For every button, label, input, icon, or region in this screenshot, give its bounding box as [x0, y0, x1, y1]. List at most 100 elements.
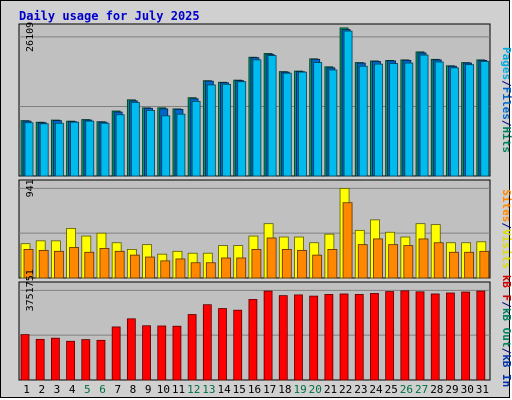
bar-top-pages-26	[404, 62, 414, 177]
legend-bot-item-3: /	[500, 348, 512, 355]
bar-mid-sites-12	[190, 262, 201, 279]
legend-mid: Sites/Visits	[500, 189, 512, 269]
bar-top-pages-25	[389, 63, 399, 177]
x-tick-29: 29	[445, 383, 458, 396]
bar-top-pages-15	[237, 81, 247, 177]
bar-mid-sites-1	[23, 249, 34, 279]
x-tick-1: 1	[23, 383, 30, 396]
bar-bot-kb-f-4	[66, 340, 75, 381]
legend-mid-item-0: Sites	[500, 189, 512, 222]
bar-mid-sites-17	[266, 237, 277, 279]
bar-mid-sites-23	[357, 244, 368, 279]
bar-bot-kb-f-22	[339, 293, 349, 381]
bar-top-pages-17	[267, 55, 277, 177]
bar-bot-kb-f-16	[248, 299, 258, 381]
legend-mid-item-2: Visits	[500, 229, 512, 269]
bar-top-pages-4	[70, 121, 79, 177]
x-tick-7: 7	[114, 383, 121, 396]
bar-top-pages-31	[480, 61, 490, 177]
legend-top-item-0: Pages	[500, 47, 512, 80]
bar-bot-kb-f-31	[476, 290, 486, 381]
x-tick-6: 6	[99, 383, 106, 396]
bar-top-pages-16	[252, 59, 262, 177]
bar-bot-kb-f-2	[35, 338, 45, 381]
bar-top-pages-22	[343, 30, 353, 177]
legend-bot-item-0: kB F	[500, 275, 512, 302]
bar-bot-kb-f-12	[187, 314, 197, 381]
bar-mid-sites-9	[145, 256, 155, 279]
bar-mid-sites-4	[69, 247, 79, 279]
chart-title: Daily usage for July 2025	[19, 9, 200, 23]
bar-mid-sites-24	[373, 238, 383, 279]
bar-top-pages-12	[191, 101, 201, 177]
x-tick-31: 31	[476, 383, 489, 396]
x-tick-11: 11	[172, 383, 185, 396]
x-tick-3: 3	[54, 383, 61, 396]
bar-bot-kb-f-27	[415, 291, 425, 381]
bar-top-pages-21	[328, 69, 338, 177]
x-tick-19: 19	[293, 383, 306, 396]
bar-top-pages-20	[313, 62, 323, 177]
bar-mid-sites-10	[160, 260, 171, 279]
bar-bot-kb-f-29	[446, 292, 455, 381]
bar-mid-sites-15	[236, 257, 247, 279]
legend-top-item-3: /	[500, 120, 512, 127]
bar-top-pages-7	[115, 114, 125, 177]
bar-bot-kb-f-26	[400, 290, 410, 381]
bar-top-pages-29	[450, 67, 459, 177]
x-tick-28: 28	[430, 383, 443, 396]
bar-top-pages-23	[358, 65, 368, 177]
bar-bot-kb-f-11	[172, 325, 182, 381]
x-tick-14: 14	[217, 383, 231, 396]
bar-top-pages-28	[434, 61, 444, 177]
bar-mid-sites-5	[84, 251, 95, 279]
legend-top: Pages/Files/Hits	[500, 47, 512, 153]
bar-top-pages-5	[85, 120, 95, 177]
bar-top-pages-9	[146, 110, 155, 177]
x-tick-13: 13	[202, 383, 215, 396]
x-tick-17: 17	[263, 383, 276, 396]
bar-mid-sites-28	[433, 242, 444, 279]
x-tick-5: 5	[84, 383, 91, 396]
bar-mid-sites-30	[464, 251, 475, 279]
legend-bot-item-1: /	[500, 301, 512, 308]
bar-bot-kb-f-8	[126, 318, 136, 381]
x-tick-8: 8	[130, 383, 137, 396]
bar-bot-kb-f-30	[461, 291, 471, 381]
bar-mid-sites-2	[38, 249, 49, 279]
bar-bot-kb-f-28	[430, 293, 440, 381]
bar-bot-kb-f-6	[96, 339, 106, 381]
bar-bot-kb-f-20	[309, 295, 319, 381]
x-tick-23: 23	[354, 383, 367, 396]
legend-bot: kB F/kB Out/kB In	[500, 275, 512, 388]
bar-mid-sites-13	[205, 262, 216, 279]
x-tick-12: 12	[187, 383, 200, 396]
bar-bot-kb-f-25	[385, 291, 395, 381]
bar-mid-sites-18	[281, 249, 292, 279]
bar-bot-kb-f-23	[354, 294, 364, 381]
bar-top-pages-27	[419, 54, 429, 177]
bar-top-pages-2	[39, 123, 49, 177]
x-tick-22: 22	[339, 383, 352, 396]
x-tick-27: 27	[415, 383, 428, 396]
legend-bot-item-2: kB Out	[500, 308, 512, 348]
bar-mid-sites-20	[312, 254, 323, 279]
bar-bot-kb-f-9	[142, 325, 151, 381]
x-tick-24: 24	[369, 383, 383, 396]
bar-top-pages-11	[176, 113, 186, 177]
bar-bot-kb-f-24	[370, 293, 379, 381]
bar-bot-kb-f-3	[50, 337, 60, 381]
bar-top-pages-24	[374, 63, 383, 177]
legend-top-item-1: /	[500, 80, 512, 87]
bar-mid-sites-25	[388, 244, 399, 279]
x-tick-2: 2	[38, 383, 45, 396]
bar-top-pages-13	[206, 84, 216, 177]
bar-mid-sites-16	[251, 249, 262, 279]
legend-mid-item-1: /	[500, 222, 512, 229]
bar-mid-sites-26	[403, 245, 414, 279]
x-tick-30: 30	[461, 383, 474, 396]
max-label-mid: 941	[25, 179, 36, 197]
bar-bot-kb-f-1	[20, 334, 30, 381]
bar-top-pages-3	[54, 122, 64, 177]
x-tick-25: 25	[385, 383, 398, 396]
